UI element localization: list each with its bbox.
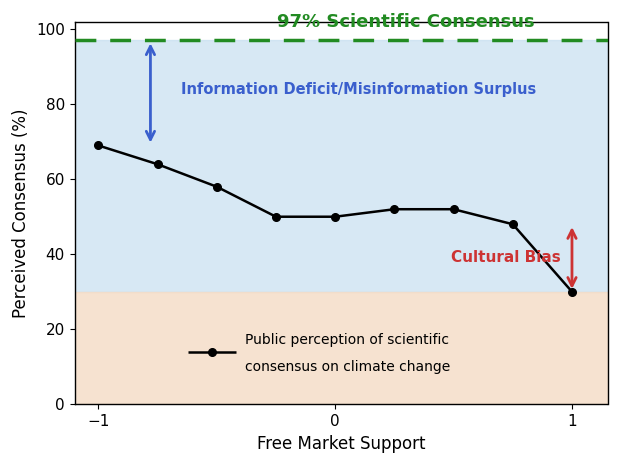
Text: Cultural Bias: Cultural Bias (451, 251, 560, 266)
Text: Information Deficit/Misinformation Surplus: Information Deficit/Misinformation Surpl… (181, 82, 536, 97)
Y-axis label: Perceived Consensus (%): Perceived Consensus (%) (12, 108, 30, 318)
Text: Public perception of scientific: Public perception of scientific (245, 333, 449, 347)
X-axis label: Free Market Support: Free Market Support (257, 434, 425, 452)
Text: consensus on climate change: consensus on climate change (245, 360, 450, 374)
Text: 97% Scientific Consensus: 97% Scientific Consensus (277, 13, 535, 31)
